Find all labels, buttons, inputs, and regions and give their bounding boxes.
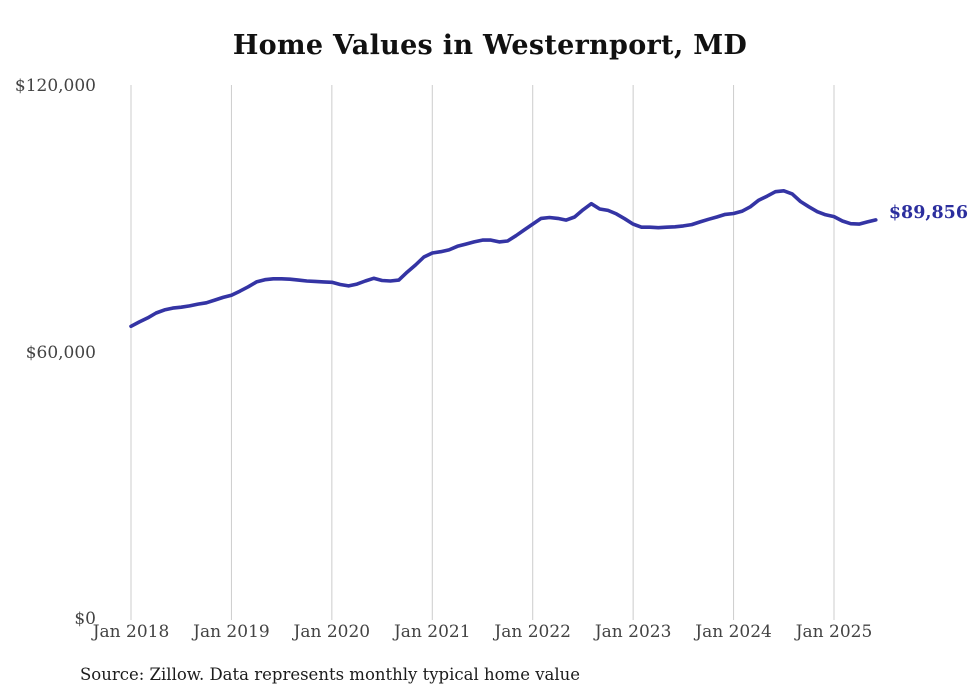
gridlines (130, 85, 835, 620)
latest-value-label: $89,856 (888, 202, 968, 223)
x-tick-label: Jan 2023 (594, 622, 672, 642)
x-tick-label: Jan 2025 (795, 622, 873, 642)
x-tick-label: Jan 2020 (293, 622, 371, 642)
x-tick-label: Jan 2018 (92, 622, 170, 642)
x-tick-label: Jan 2021 (393, 622, 471, 642)
x-tick-label: Jan 2019 (193, 622, 270, 642)
x-tick-label: Jan 2024 (695, 622, 772, 642)
x-tick-label: Jan 2022 (494, 622, 571, 642)
y-tick-label: $60,000 (25, 342, 96, 363)
y-tick-label: $0 (74, 609, 96, 629)
home-value-line (129, 189, 878, 329)
source-note: Source: Zillow. Data represents monthly … (80, 665, 581, 684)
y-tick-label: $120,000 (14, 76, 96, 96)
chart-title: Home Values in Westernport, MD (232, 30, 748, 61)
